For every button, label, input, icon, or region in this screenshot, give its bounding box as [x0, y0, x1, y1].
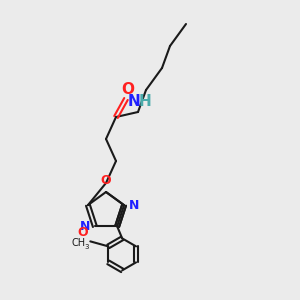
Text: N: N: [128, 94, 140, 109]
Text: CH: CH: [71, 238, 85, 248]
Text: O: O: [78, 226, 88, 239]
Text: O: O: [101, 174, 111, 187]
Text: H: H: [139, 94, 152, 109]
Text: 3: 3: [84, 244, 88, 250]
Text: N: N: [129, 199, 140, 212]
Text: N: N: [80, 220, 90, 233]
Text: O: O: [122, 82, 134, 97]
